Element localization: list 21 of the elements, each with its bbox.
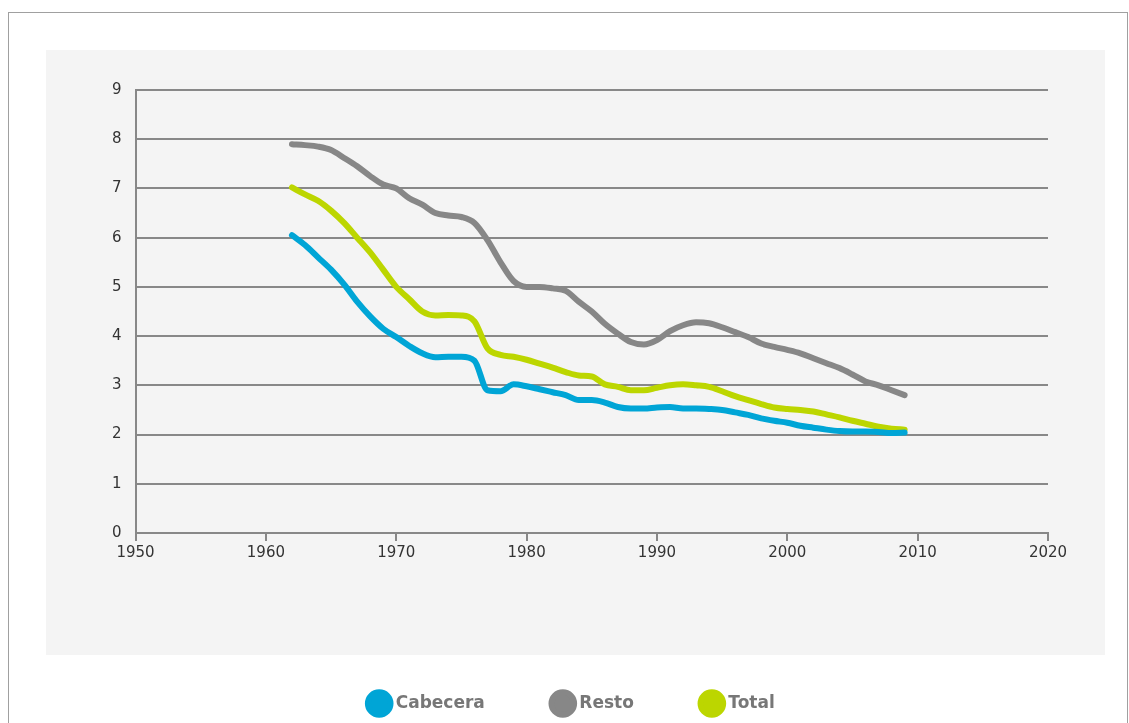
x-tick-label: 1990 [637,542,677,561]
y-tick-label: 5 [112,276,122,295]
x-tick-label: 1950 [116,542,155,561]
y-tick-label: 8 [112,129,122,148]
y-tick-label: 7 [112,178,122,197]
y-tick-label: 9 [112,79,122,98]
x-tick-label: 1980 [507,542,546,561]
x-tick-label: 2020 [1028,542,1068,561]
legend-label: Cabecera [395,691,485,712]
y-tick-label: 0 [112,522,122,541]
x-tick-label: 1960 [246,542,285,561]
x-tick-label: 2010 [898,542,937,561]
x-tick-label: 1970 [377,542,416,561]
y-tick-label: 2 [112,424,122,443]
y-tick-label: 4 [112,326,122,344]
y-tick-label: 3 [112,375,122,394]
y-tick-label: 6 [112,227,122,246]
x-tick-label: 2000 [768,542,807,561]
legend-label: Total [728,691,775,712]
y-tick-label: 1 [112,473,122,492]
legend-label: Resto [579,691,634,712]
